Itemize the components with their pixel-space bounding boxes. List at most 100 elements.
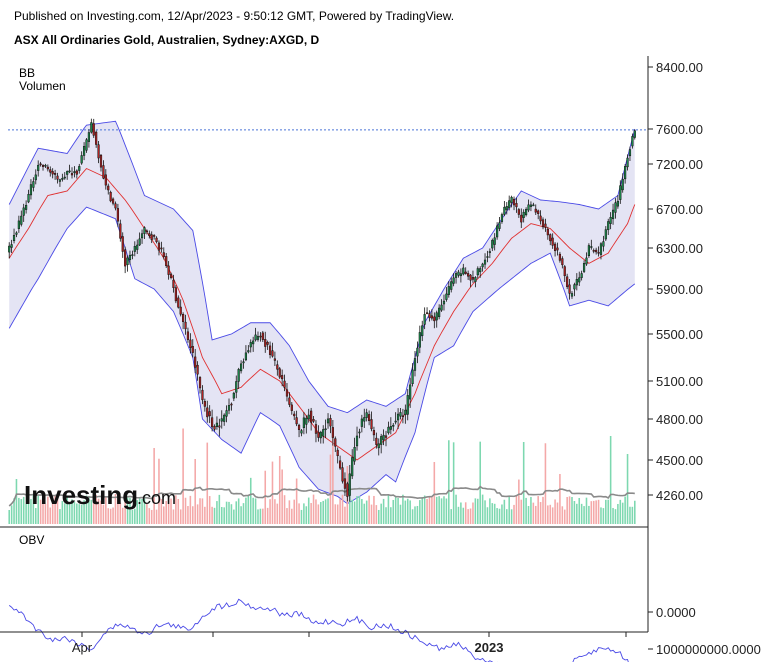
candle-body — [534, 208, 537, 213]
candle — [602, 235, 605, 252]
candle — [563, 265, 566, 282]
candle — [254, 327, 257, 342]
candle — [370, 411, 373, 432]
candle — [307, 408, 310, 423]
candle-body — [418, 332, 421, 348]
volume-bar — [472, 502, 474, 524]
candle — [556, 242, 559, 256]
candle-body — [145, 230, 148, 233]
candle — [235, 375, 238, 399]
candle — [278, 366, 281, 379]
candle — [182, 312, 185, 330]
candle-body — [239, 363, 243, 372]
candle-body — [483, 259, 487, 265]
candle-body — [537, 210, 540, 214]
candle — [575, 273, 578, 291]
candle — [186, 327, 190, 343]
volume-bar — [177, 498, 180, 524]
volume-bar — [329, 454, 332, 524]
candle — [39, 161, 42, 167]
candle-body — [317, 431, 320, 438]
volume-bar — [576, 503, 578, 524]
candle-body — [271, 350, 274, 357]
candle — [476, 266, 479, 279]
candle-body — [624, 166, 627, 180]
candle — [317, 425, 320, 442]
candle — [288, 392, 291, 408]
volume-bar — [288, 500, 291, 524]
candle — [551, 233, 554, 249]
volume-bar — [211, 506, 213, 524]
candle-body — [464, 271, 467, 274]
volume-bar — [225, 501, 228, 524]
candle — [310, 407, 313, 431]
candle — [329, 414, 332, 434]
volume-bar — [56, 498, 59, 524]
candle-body — [532, 204, 535, 207]
candle-body — [396, 413, 400, 421]
volume-bar — [554, 499, 556, 524]
volume-bar — [612, 507, 614, 524]
candle-body — [450, 281, 453, 290]
volume-bar — [571, 496, 573, 524]
volume-bar — [44, 504, 47, 524]
candle — [102, 160, 105, 180]
candle-body — [121, 236, 124, 252]
candle — [430, 309, 433, 321]
candle — [227, 398, 231, 415]
candle-body — [346, 483, 349, 497]
candle — [273, 351, 276, 366]
volume-bar — [515, 495, 518, 524]
candle-body — [358, 431, 361, 434]
candle-body — [273, 358, 276, 361]
volume-bar — [303, 503, 305, 524]
candle — [150, 231, 153, 244]
candle-body — [264, 339, 267, 347]
volume-bar — [312, 494, 315, 524]
candle — [512, 196, 516, 211]
candle — [394, 412, 397, 425]
candle-body — [459, 273, 462, 277]
volume-bar — [257, 509, 259, 524]
candle — [428, 310, 431, 322]
candle — [177, 295, 180, 309]
candle-body — [575, 279, 578, 286]
candle — [302, 412, 305, 435]
candle — [179, 299, 182, 317]
candle — [418, 325, 421, 354]
volume-bar — [283, 495, 286, 524]
volume-bar — [100, 500, 102, 524]
volume-bar — [13, 498, 15, 524]
candle-body — [363, 417, 366, 422]
candle — [481, 262, 484, 272]
candle — [626, 154, 629, 171]
candle — [75, 169, 78, 179]
candle-body — [189, 339, 192, 348]
candle — [99, 153, 103, 172]
candle — [619, 180, 622, 204]
candle — [409, 377, 412, 408]
volume-bar — [49, 507, 52, 524]
candle-body — [626, 157, 629, 168]
volume-bar — [527, 506, 530, 524]
candle-body — [570, 293, 574, 297]
volume-bar — [317, 504, 320, 524]
candle-body — [609, 216, 612, 224]
candle-body — [116, 208, 119, 222]
candle-body — [254, 334, 257, 341]
candle — [85, 138, 88, 153]
volume-bar — [281, 469, 283, 524]
volume-bar — [431, 497, 433, 524]
candle-body — [351, 457, 354, 477]
candle-body — [510, 196, 513, 203]
volume-bar — [556, 502, 559, 524]
candle-body — [488, 251, 491, 253]
volume-bar — [588, 505, 590, 524]
candle — [462, 263, 465, 276]
volume-bar — [109, 508, 112, 524]
candle-body — [319, 431, 322, 439]
volume-bar — [182, 428, 184, 524]
volume-bar — [510, 509, 513, 524]
volume-bar — [138, 498, 141, 524]
